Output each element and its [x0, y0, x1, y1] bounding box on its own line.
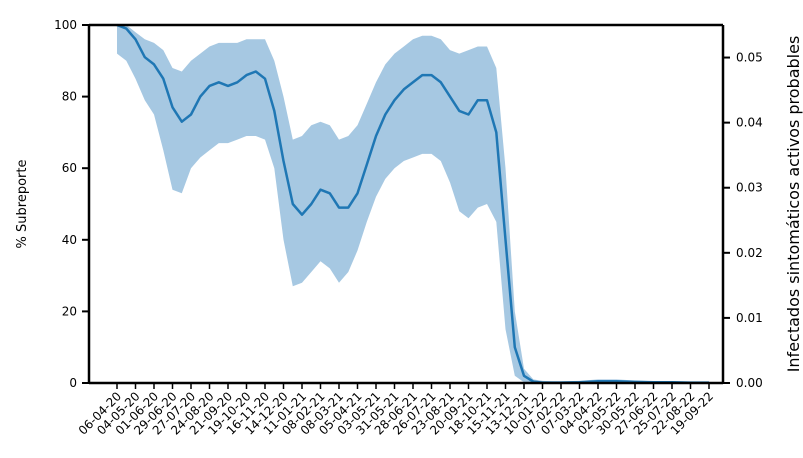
ylabel-right: Infectados sintomáticos activos probable… [784, 36, 803, 373]
ticks: 0204060801000.000.010.020.030.040.0506-0… [54, 18, 763, 438]
ytick-left-label: 40 [62, 233, 77, 247]
ytick-left-label: 60 [62, 161, 77, 175]
ytick-right-label: 0.00 [736, 376, 763, 390]
ytick-right-label: 0.05 [736, 51, 763, 65]
plot-area [116, 23, 709, 384]
ytick-right-label: 0.02 [736, 246, 763, 260]
ytick-left-label: 80 [62, 90, 77, 104]
ylabel-left: % Subreporte [15, 160, 30, 249]
ytick-right-label: 0.03 [736, 181, 763, 195]
ytick-left-label: 0 [69, 376, 77, 390]
ytick-right-label: 0.04 [736, 116, 763, 130]
ytick-right-label: 0.01 [736, 311, 763, 325]
ytick-left-label: 100 [54, 18, 77, 32]
confidence-band [117, 25, 709, 383]
axes [87, 23, 725, 385]
ytick-left-label: 20 [62, 304, 77, 318]
